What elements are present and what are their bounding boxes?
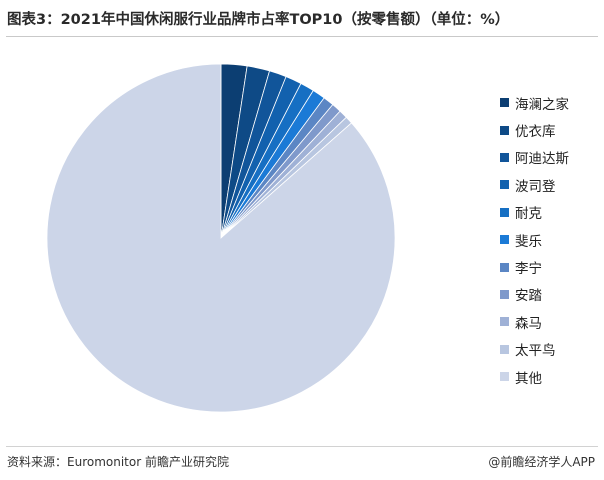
legend-item-7: 安踏 <box>500 281 569 308</box>
legend-item-4: 耐克 <box>500 199 569 226</box>
legend-swatch <box>500 317 509 327</box>
legend-item-9: 太平鸟 <box>500 336 569 363</box>
legend-swatch <box>500 98 509 108</box>
legend-label: 其他 <box>515 370 542 387</box>
legend-swatch <box>500 289 509 299</box>
legend-swatch <box>500 180 509 190</box>
legend-item-0: 海澜之家 <box>500 89 569 116</box>
legend-label: 李宁 <box>515 261 542 278</box>
legend-label: 太平鸟 <box>515 343 556 360</box>
legend-item-3: 波司登 <box>500 171 569 198</box>
legend-item-1: 优衣库 <box>500 116 569 143</box>
legend-swatch <box>500 152 509 162</box>
source-note: 资料来源：Euromonitor 前瞻产业研究院 <box>7 455 229 469</box>
legend-label: 海澜之家 <box>515 96 569 113</box>
legend-label: 森马 <box>515 315 542 332</box>
legend-swatch <box>500 207 509 217</box>
legend-label: 波司登 <box>515 178 556 195</box>
footer-divider <box>6 446 598 447</box>
legend-swatch <box>500 262 509 272</box>
legend-item-2: 阿迪达斯 <box>500 144 569 171</box>
legend-label: 耐克 <box>515 206 542 223</box>
chart-legend: 海澜之家优衣库阿迪达斯波司登耐克斐乐李宁安踏森马太平鸟其他 <box>500 89 569 390</box>
legend-item-8: 森马 <box>500 308 569 335</box>
legend-swatch <box>500 235 509 245</box>
pie-slice-10 <box>46 63 396 413</box>
legend-item-5: 斐乐 <box>500 226 569 253</box>
title-divider <box>6 36 598 37</box>
chart-title: 图表3：2021年中国休闲服行业品牌市占率TOP10（按零售额）（单位：%） <box>7 12 510 28</box>
legend-item-10: 其他 <box>500 363 569 390</box>
legend-label: 阿迪达斯 <box>515 151 569 168</box>
legend-swatch <box>500 344 509 354</box>
pie-chart <box>46 63 396 413</box>
legend-label: 斐乐 <box>515 233 542 250</box>
legend-swatch <box>500 125 509 135</box>
credit-note: @前瞻经济学人APP <box>488 455 595 469</box>
legend-label: 安踏 <box>515 288 542 305</box>
legend-item-6: 李宁 <box>500 253 569 280</box>
legend-label: 优衣库 <box>515 124 556 141</box>
legend-swatch <box>500 372 509 382</box>
